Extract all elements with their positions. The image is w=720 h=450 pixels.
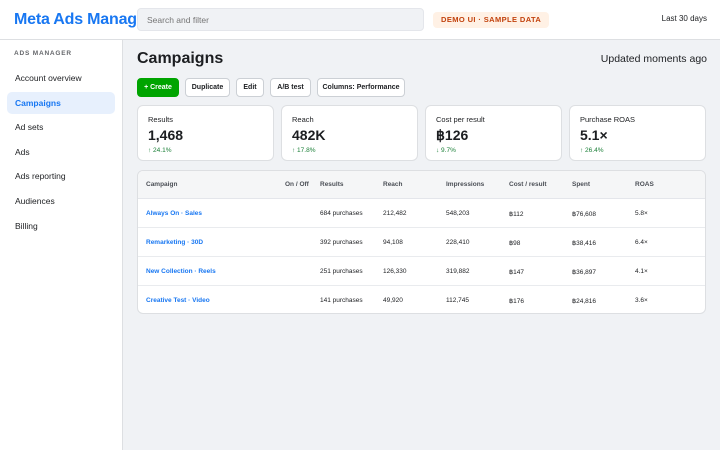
ab-test-button[interactable]: A/B test bbox=[270, 78, 311, 97]
metric-label: Results bbox=[148, 115, 174, 124]
metric-label: Purchase ROAS bbox=[580, 115, 636, 124]
metric-value: 1,468 bbox=[148, 127, 184, 143]
sidebar-item-account-overview[interactable]: Account overview bbox=[15, 73, 82, 83]
updated-status: Updated moments ago bbox=[600, 53, 707, 65]
table-row[interactable]: Creative Test · Video 141 purchases 49,9… bbox=[138, 286, 705, 313]
date-range-selector[interactable]: Last 30 days bbox=[661, 14, 707, 23]
sidebar-item-ads[interactable]: Ads bbox=[15, 147, 30, 157]
metric-card-reach: Reach 482K ↑ 17.8% bbox=[281, 105, 418, 161]
metric-label: Cost per result bbox=[436, 115, 485, 124]
impressions-cell: 228,410 bbox=[446, 239, 470, 246]
sidebar-heading: ADS MANAGER bbox=[14, 50, 72, 57]
edit-button[interactable]: Edit bbox=[236, 78, 264, 97]
demo-badge: DEMO UI · SAMPLE DATA bbox=[433, 12, 550, 28]
results-cell: 684 purchases bbox=[320, 210, 363, 217]
campaign-name-link[interactable]: Remarketing · 30D bbox=[146, 239, 204, 246]
roas-cell: 4.1× bbox=[635, 268, 648, 275]
column-header-campaign[interactable]: Campaign bbox=[146, 181, 178, 188]
metric-card-purchase-roas: Purchase ROAS 5.1× ↑ 26.4% bbox=[569, 105, 706, 161]
impressions-cell: 319,882 bbox=[446, 268, 470, 275]
metric-delta: ↑ 26.4% bbox=[580, 147, 604, 154]
column-header-cost-per-result[interactable]: Cost / result bbox=[509, 181, 547, 188]
sidebar-item-ad-sets[interactable]: Ad sets bbox=[15, 122, 44, 132]
results-cell: 141 purchases bbox=[320, 297, 363, 304]
reach-cell: 49,920 bbox=[383, 297, 403, 304]
results-cell: 251 purchases bbox=[320, 268, 363, 275]
reach-cell: 212,482 bbox=[383, 210, 407, 217]
sidebar-item-ads-reporting[interactable]: Ads reporting bbox=[15, 171, 66, 181]
column-header-spent[interactable]: Spent bbox=[572, 181, 591, 188]
duplicate-button[interactable]: Duplicate bbox=[185, 78, 230, 97]
table-row[interactable]: Remarketing · 30D 392 purchases 94,108 2… bbox=[138, 228, 705, 257]
top-bar: Meta Ads Manager DEMO UI · SAMPLE DATA L… bbox=[0, 0, 720, 40]
metric-label: Reach bbox=[292, 115, 314, 124]
metric-delta: ↑ 24.1% bbox=[148, 147, 172, 154]
reach-cell: 126,330 bbox=[383, 268, 407, 275]
roas-cell: 3.6× bbox=[635, 297, 648, 304]
reach-cell: 94,108 bbox=[383, 239, 403, 246]
roas-cell: 6.4× bbox=[635, 239, 648, 246]
metric-value: ฿126 bbox=[436, 127, 469, 143]
roas-cell: 5.8× bbox=[635, 210, 648, 217]
campaigns-table: Campaign On / Off Results Reach Impressi… bbox=[137, 170, 706, 314]
metric-card-cost-per-result: Cost per result ฿126 ↓ 9.7% bbox=[425, 105, 562, 161]
column-header-reach[interactable]: Reach bbox=[383, 181, 403, 188]
cost-per-result-cell: ฿112 bbox=[509, 211, 524, 218]
campaign-name-link[interactable]: New Collection · Reels bbox=[146, 268, 216, 275]
results-cell: 392 purchases bbox=[320, 239, 363, 246]
spent-cell: ฿38,416 bbox=[572, 240, 597, 247]
spent-cell: ฿76,608 bbox=[572, 211, 597, 218]
cost-per-result-cell: ฿98 bbox=[509, 240, 521, 247]
spent-cell: ฿24,816 bbox=[572, 298, 597, 305]
sidebar-item-audiences[interactable]: Audiences bbox=[15, 196, 55, 206]
search-input[interactable] bbox=[137, 8, 424, 31]
table-header: Campaign On / Off Results Reach Impressi… bbox=[138, 171, 705, 199]
column-header-impressions[interactable]: Impressions bbox=[446, 181, 485, 188]
page-title: Campaigns bbox=[137, 50, 224, 67]
metric-card-results: Results 1,468 ↑ 24.1% bbox=[137, 105, 274, 161]
brand-logo[interactable]: Meta Ads Manager bbox=[14, 11, 152, 28]
impressions-cell: 112,745 bbox=[446, 297, 470, 304]
metric-delta: ↓ 9.7% bbox=[436, 147, 456, 154]
create-button[interactable]: + Create bbox=[137, 78, 179, 97]
spent-cell: ฿36,897 bbox=[572, 269, 597, 276]
campaign-name-link[interactable]: Always On · Sales bbox=[146, 210, 202, 217]
metric-delta: ↑ 17.8% bbox=[292, 147, 316, 154]
cost-per-result-cell: ฿147 bbox=[509, 269, 524, 276]
sidebar-item-billing[interactable]: Billing bbox=[15, 221, 38, 231]
metric-value: 482K bbox=[292, 127, 326, 143]
impressions-cell: 548,203 bbox=[446, 210, 470, 217]
campaign-name-link[interactable]: Creative Test · Video bbox=[146, 297, 210, 304]
metric-value: 5.1× bbox=[580, 127, 608, 143]
table-row[interactable]: New Collection · Reels 251 purchases 126… bbox=[138, 257, 705, 286]
sidebar: ADS MANAGER Account overview Campaigns A… bbox=[0, 40, 123, 450]
column-header-results[interactable]: Results bbox=[320, 181, 344, 188]
table-row[interactable]: Always On · Sales 684 purchases 212,482 … bbox=[138, 199, 705, 228]
cost-per-result-cell: ฿176 bbox=[509, 298, 524, 305]
sidebar-item-campaigns[interactable]: Campaigns bbox=[7, 92, 115, 114]
column-header-on-off[interactable]: On / Off bbox=[285, 181, 309, 188]
columns-button[interactable]: Columns: Performance bbox=[317, 78, 405, 97]
column-header-roas[interactable]: ROAS bbox=[635, 181, 654, 188]
